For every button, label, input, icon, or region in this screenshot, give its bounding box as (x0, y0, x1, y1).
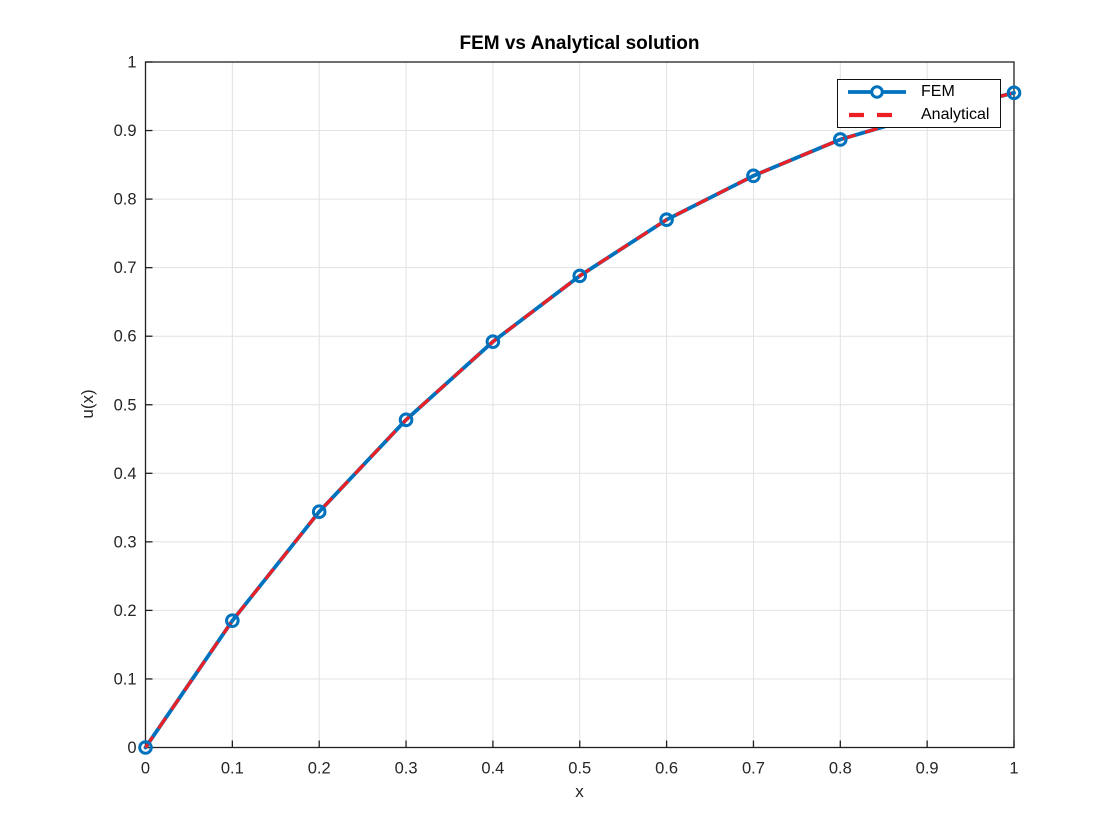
legend-item-analytical[interactable]: Analytical (846, 104, 1000, 127)
legend[interactable]: FEM Analytical (837, 79, 1001, 128)
legend-item-fem[interactable]: FEM (846, 81, 1000, 104)
x-tick-label: 0.2 (308, 760, 331, 778)
x-axis-label: x (575, 782, 584, 801)
x-tick-label: 0.1 (221, 760, 244, 778)
x-tick-label: 0.4 (481, 760, 504, 778)
y-tick-label: 0.4 (114, 465, 137, 483)
fem-marker-icon (485, 334, 501, 349)
fem-marker-icon (833, 132, 848, 147)
fem-marker-icon (138, 740, 153, 755)
x-tick-label: 0.9 (916, 760, 939, 778)
y-tick-label: 0.1 (114, 670, 137, 688)
fem-marker-icon (659, 212, 674, 227)
legend-label-analytical: Analytical (921, 106, 990, 123)
fem-marker-icon (746, 168, 761, 184)
x-tick-label: 0.5 (568, 760, 591, 778)
y-tick-label: 1 (127, 54, 136, 72)
fem-line-sample (848, 85, 906, 99)
fem-marker-icon (398, 412, 414, 428)
y-tick-label: 0.3 (114, 533, 137, 551)
y-tick-label: 0.2 (114, 602, 137, 620)
x-tick-label: 0.3 (395, 760, 418, 778)
chart-title: FEM vs Analytical solution (459, 33, 700, 54)
y-tick-label: 0.8 (114, 191, 137, 209)
y-tick-label: 0.5 (114, 396, 137, 414)
x-tick-label: 1 (1009, 760, 1018, 778)
analytical-curve (144, 91, 1015, 749)
y-tick-label: 0 (127, 739, 136, 757)
analytical-line-sample (849, 112, 905, 118)
y-tick-label: 0.9 (114, 122, 137, 140)
fem-marker-icon (311, 504, 327, 519)
y-axis-label: u(x) (78, 389, 97, 419)
x-tick-label: 0.6 (655, 760, 678, 778)
fem-sample-marker-icon (870, 85, 884, 99)
y-tick-label: 0.7 (114, 259, 137, 277)
fem-marker-icon (1006, 85, 1022, 101)
y-tick-label: 0.6 (114, 328, 137, 346)
x-tick-label: 0.8 (829, 760, 852, 778)
fem-marker-icon (225, 613, 240, 628)
legend-label-fem: FEM (921, 83, 955, 100)
x-tick-label: 0 (141, 760, 150, 778)
fem-marker-icon (572, 268, 588, 284)
x-tick-label: 0.7 (742, 760, 765, 778)
